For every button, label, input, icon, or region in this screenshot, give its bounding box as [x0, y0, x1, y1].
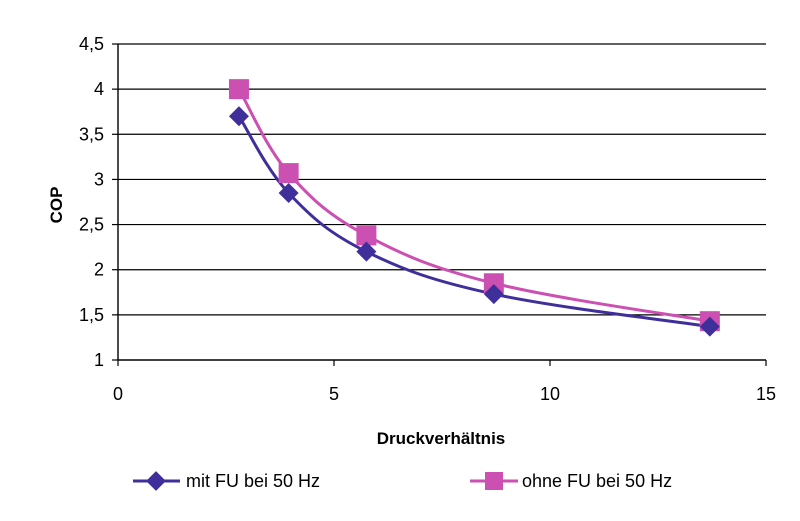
- x-tick-label: 5: [329, 384, 339, 404]
- legend-label-series-1: mit FU bei 50 Hz: [186, 471, 320, 491]
- data-point-diamond: [278, 182, 299, 203]
- legend-marker-square: [485, 472, 503, 490]
- legend-item-series-1: mit FU bei 50 Hz: [133, 471, 320, 491]
- data-point-square: [356, 225, 377, 246]
- x-tick-label: 15: [756, 384, 776, 404]
- data-point-diamond: [228, 106, 249, 127]
- x-tick-labels: 0 5 10 15: [113, 384, 776, 404]
- axes: [112, 43, 767, 366]
- y-axis-label: COP: [47, 187, 66, 224]
- data-point-diamond: [356, 241, 377, 262]
- y-tick-label: 4: [94, 79, 104, 99]
- legend-marker-diamond: [146, 471, 166, 491]
- x-tick-label: 10: [540, 384, 560, 404]
- legend-item-series-2: ohne FU bei 50 Hz: [470, 471, 672, 491]
- series-line-1: [237, 115, 711, 329]
- data-point-diamond: [699, 316, 720, 337]
- x-axis-label: Druckverhältnis: [377, 429, 506, 448]
- y-tick-label: 3,5: [79, 124, 104, 144]
- data-point-square: [228, 79, 249, 100]
- legend: mit FU bei 50 Hz ohne FU bei 50 Hz: [133, 471, 672, 491]
- gridlines: [118, 43, 766, 316]
- y-tick-label: 3: [94, 169, 104, 189]
- data-point-diamond: [483, 284, 504, 305]
- y-tick-label: 2: [94, 260, 104, 280]
- series-group: [228, 79, 720, 337]
- y-tick-label: 1,5: [79, 305, 104, 325]
- data-point-square: [278, 163, 299, 184]
- y-tick-label: 1: [94, 350, 104, 370]
- data-point-square: [483, 273, 504, 294]
- y-tick-label: 2,5: [79, 215, 104, 235]
- y-tick-labels: 1 1,5 2 2,5 3 3,5 4 4,5: [79, 34, 104, 370]
- x-tick-label: 0: [113, 384, 123, 404]
- series-line-2: [237, 88, 711, 323]
- y-tick-label: 4,5: [79, 34, 104, 54]
- legend-label-series-2: ohne FU bei 50 Hz: [522, 471, 672, 491]
